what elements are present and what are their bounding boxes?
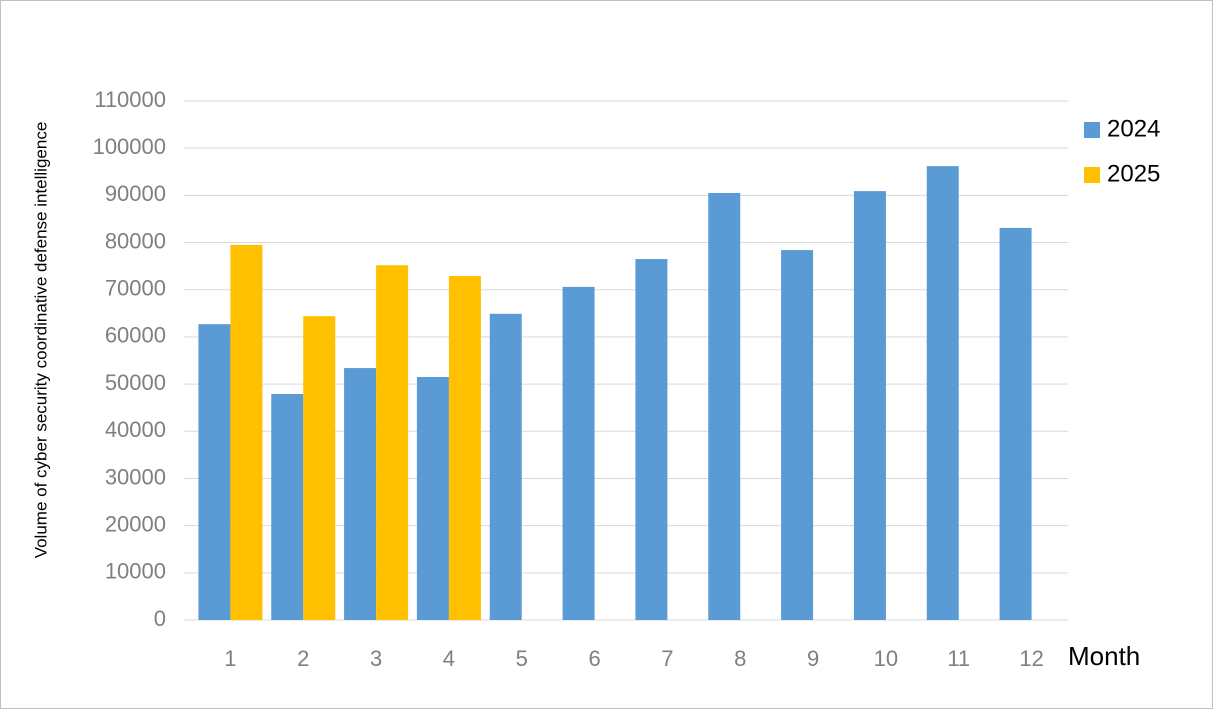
y-tick-label: 100000 <box>93 134 166 159</box>
bar <box>926 166 959 621</box>
y-tick-label: 90000 <box>105 181 166 206</box>
x-tick-label: 10 <box>874 646 898 671</box>
bar <box>448 276 481 620</box>
y-tick-label: 60000 <box>105 323 166 348</box>
legend-swatch <box>1084 122 1100 138</box>
y-tick-label: 0 <box>154 606 166 631</box>
legend-label: 2025 <box>1107 160 1160 187</box>
x-tick-label: 12 <box>1019 646 1043 671</box>
bar <box>708 193 741 620</box>
bar <box>999 227 1032 620</box>
bar <box>271 393 304 620</box>
x-tick-label: 8 <box>734 646 746 671</box>
y-tick-label: 30000 <box>105 464 166 489</box>
bar <box>489 313 522 620</box>
bar <box>635 259 668 620</box>
bar <box>230 244 263 620</box>
x-tick-label: 1 <box>224 646 236 671</box>
bar <box>344 368 377 620</box>
y-tick-label: 20000 <box>105 511 166 536</box>
bar <box>416 377 449 620</box>
y-tick-label: 40000 <box>105 417 166 442</box>
x-tick-label: 5 <box>516 646 528 671</box>
y-tick-label: 110000 <box>94 87 166 112</box>
y-tick-label: 80000 <box>105 228 166 253</box>
y-axis-title: Volume of cyber security coordinative de… <box>31 122 50 559</box>
x-tick-label: 4 <box>443 646 455 671</box>
bar <box>562 286 595 620</box>
bar <box>198 324 231 620</box>
y-tick-label: 10000 <box>105 559 166 584</box>
bar <box>376 265 409 620</box>
x-tick-label: 6 <box>588 646 600 671</box>
y-tick-label: 50000 <box>105 370 166 395</box>
y-tick-label: 70000 <box>105 276 166 301</box>
x-axis-title: Month <box>1068 641 1140 671</box>
x-tick-label: 3 <box>370 646 382 671</box>
legend-label: 2024 <box>1107 115 1160 142</box>
legend-swatch <box>1084 167 1100 183</box>
x-tick-label: 2 <box>297 646 309 671</box>
bar <box>303 316 336 620</box>
x-tick-label: 7 <box>661 646 673 671</box>
bar <box>853 191 886 620</box>
x-tick-label: 11 <box>947 646 970 671</box>
bar <box>781 250 814 620</box>
x-tick-label: 9 <box>807 646 819 671</box>
